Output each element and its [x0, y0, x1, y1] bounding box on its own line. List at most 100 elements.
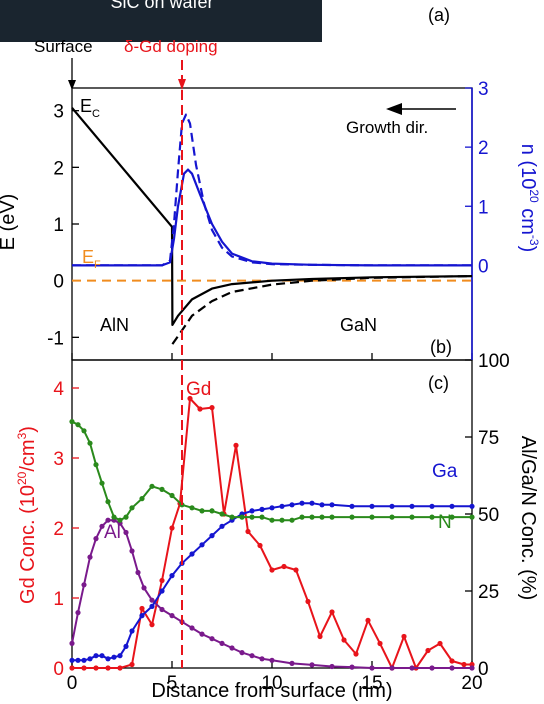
data-point-ga-34 — [409, 503, 415, 509]
data-point-n-25 — [279, 517, 285, 523]
panel-c-ylabel-left: Gd Conc. (1020/cm3) — [15, 426, 39, 604]
series-line-ga — [72, 502, 472, 662]
data-point-ga-16 — [189, 551, 195, 557]
data-point-n-0 — [69, 419, 75, 425]
panel-b-ylabel-left: E (eV) — [0, 194, 19, 251]
data-point-n-32 — [369, 514, 375, 520]
ec-label: EC — [80, 96, 100, 120]
data-point-gd-25 — [353, 651, 359, 657]
data-point-gd-3 — [105, 665, 111, 671]
data-point-n-8 — [117, 517, 123, 523]
data-point-al-15 — [169, 613, 175, 619]
doping-arrow-icon — [178, 79, 186, 90]
surface-arrow-icon — [68, 80, 76, 90]
data-point-n-6 — [105, 499, 111, 505]
data-point-gd-11 — [187, 395, 193, 402]
al-series-label: Al — [104, 522, 121, 543]
data-point-al-2 — [81, 582, 87, 588]
data-point-al-26 — [289, 660, 295, 667]
panel-b-ytick-label-right-3: 3 — [478, 79, 489, 100]
growth-arrow-icon — [386, 103, 402, 115]
data-point-ga-36 — [449, 503, 455, 509]
data-point-n-23 — [259, 514, 265, 520]
data-point-al-12 — [141, 585, 147, 591]
aln-label: AlN — [100, 315, 129, 335]
data-point-ga-14 — [169, 573, 175, 579]
data-point-al-27 — [309, 662, 315, 668]
data-point-n-31 — [349, 514, 355, 520]
banner-text: SiC on wafer — [110, 0, 213, 12]
panel-b-ytick-label-left-2: 1 — [53, 215, 64, 236]
data-point-al-4 — [93, 536, 99, 542]
data-point-ga-13 — [159, 588, 165, 594]
data-point-gd-22 — [317, 633, 323, 640]
data-point-al-20 — [219, 640, 225, 647]
x-axis-title: Distance from surface (nm) — [151, 680, 392, 702]
growth-dir-label: Growth dir. — [346, 118, 428, 137]
panel-c-ytick-label-left-3: 3 — [53, 449, 64, 470]
data-point-al-19 — [209, 636, 215, 642]
panel-b-ytick-label-left-3: 2 — [53, 158, 64, 179]
data-point-al-29 — [349, 664, 355, 670]
data-point-ga-31 — [349, 503, 355, 509]
data-point-ga-32 — [369, 503, 375, 509]
panel-b-ytick-label-right-1: 1 — [478, 197, 489, 218]
data-point-al-1 — [75, 610, 81, 616]
data-point-n-20 — [229, 514, 235, 520]
data-point-gd-20 — [293, 567, 299, 573]
panel-b-series — [71, 107, 473, 345]
data-point-n-28 — [309, 514, 315, 520]
data-point-al-35 — [469, 665, 475, 671]
panel-c-ytick-label-left-0: 0 — [53, 659, 64, 680]
data-point-n-29 — [319, 514, 325, 520]
data-point-n-14 — [169, 492, 175, 499]
data-point-ga-7 — [111, 654, 117, 660]
panel-b-label: (b) — [430, 337, 452, 357]
series-line-n — [71, 420, 472, 522]
x-tick-label-3: 15 — [361, 673, 382, 694]
data-point-n-2 — [81, 428, 87, 434]
data-point-al-10 — [129, 548, 135, 554]
data-point-ga-18 — [209, 533, 215, 539]
data-point-gd-29 — [401, 633, 407, 640]
data-point-gd-13 — [209, 405, 215, 411]
data-point-gd-21 — [305, 598, 311, 605]
series-line-al — [71, 519, 472, 669]
panel-b-series-1 — [171, 275, 473, 345]
data-point-gd-6 — [139, 605, 145, 612]
data-point-n-34 — [409, 514, 415, 520]
n-series-label: N — [438, 512, 452, 533]
data-point-ga-5 — [99, 653, 105, 659]
gd-series-label: Gd — [186, 379, 211, 400]
data-point-n-30 — [329, 514, 335, 520]
ga-series-label: Ga — [432, 461, 458, 482]
data-point-gd-34 — [461, 661, 467, 668]
data-point-gd-15 — [233, 442, 239, 448]
data-point-n-12 — [149, 483, 155, 489]
data-point-gd-8 — [159, 577, 165, 584]
data-point-n-1 — [75, 422, 81, 428]
data-point-ga-27 — [299, 500, 305, 506]
data-point-ga-2 — [81, 657, 87, 663]
surface-label: Surface — [34, 37, 93, 56]
panel-c-series — [69, 395, 475, 671]
panel-a-label: (a) — [428, 5, 450, 25]
data-point-n-18 — [209, 508, 215, 514]
series-line-gd — [72, 397, 472, 669]
data-point-ga-1 — [75, 657, 81, 663]
data-point-ga-25 — [279, 503, 285, 509]
data-point-gd-16 — [245, 528, 251, 535]
data-point-n-22 — [249, 514, 255, 520]
data-point-gd-32 — [437, 640, 443, 647]
gan-label: GaN — [340, 315, 377, 335]
data-point-ga-28 — [309, 500, 315, 506]
panel-b-ytick-label-right-2: 2 — [478, 138, 489, 159]
data-point-al-21 — [229, 645, 235, 651]
data-point-ga-35 — [429, 503, 435, 509]
data-point-gd-24 — [341, 637, 347, 643]
data-point-n-3 — [87, 440, 93, 446]
data-point-al-25 — [269, 657, 275, 663]
data-point-n-21 — [239, 514, 245, 520]
data-point-al-22 — [239, 650, 245, 656]
